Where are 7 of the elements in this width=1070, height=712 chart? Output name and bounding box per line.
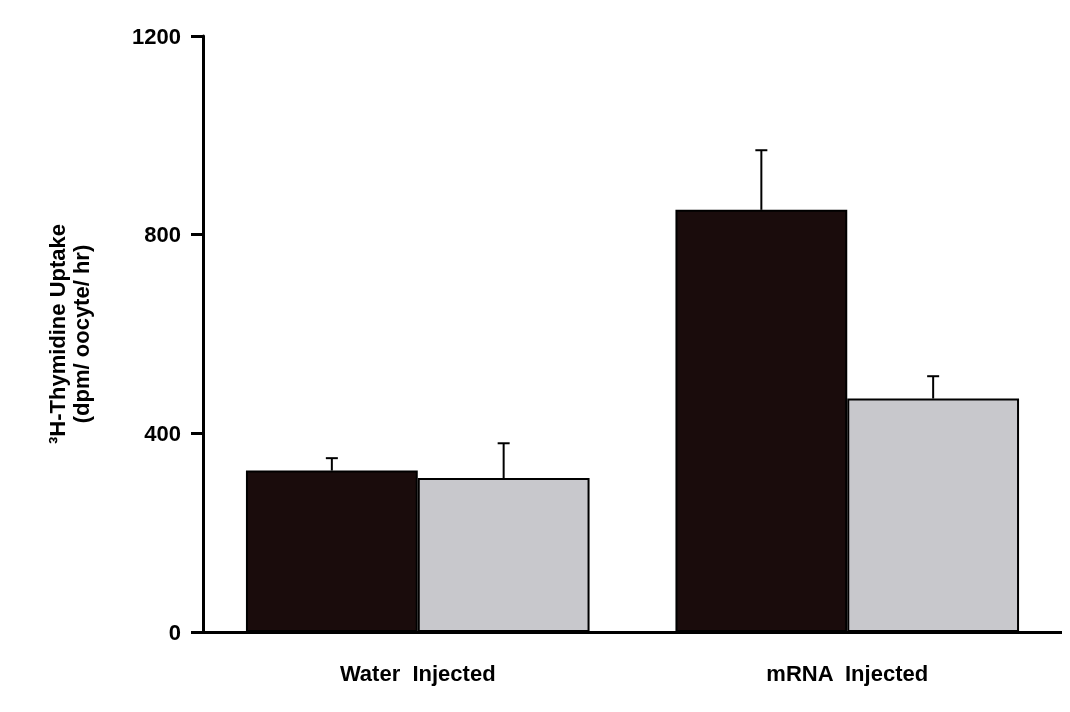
y-tick-label: 800 bbox=[144, 222, 181, 248]
x-tick-label: mRNA Injected bbox=[766, 660, 929, 686]
y-tick-label: 0 bbox=[168, 619, 181, 645]
x-tick-label: Water Injected bbox=[339, 660, 496, 686]
y-tick-label: 1200 bbox=[132, 23, 181, 49]
y-tick-label: 400 bbox=[144, 420, 181, 446]
y-axis-title: ³H-Thymidine Uptake (dpm/ oocyte/ hr) bbox=[44, 223, 94, 445]
